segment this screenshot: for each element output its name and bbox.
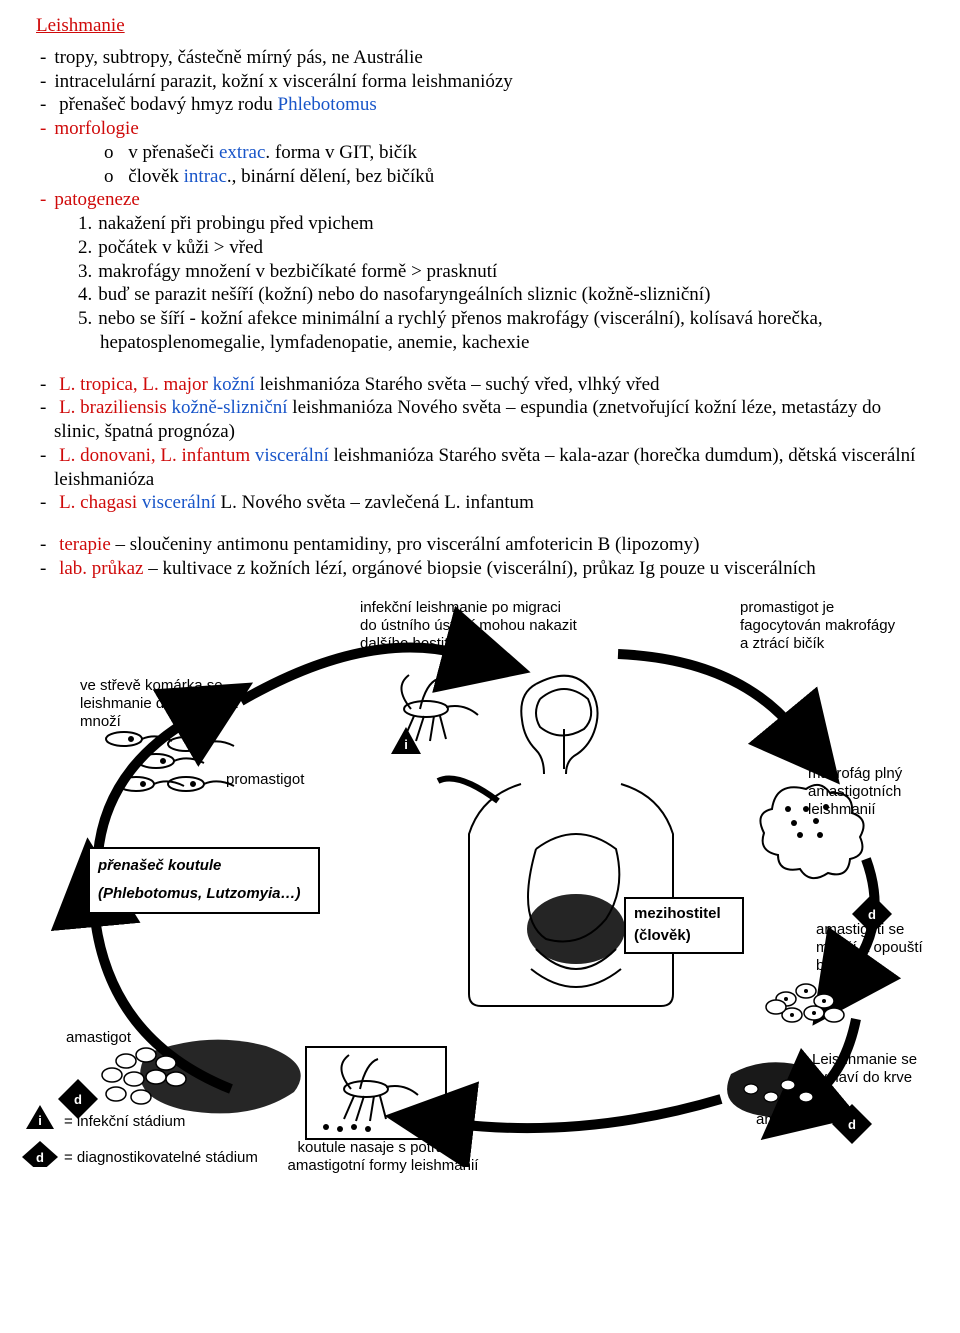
lab-item: lab. průkaz – kultivace z kožních lézí, … <box>36 557 924 581</box>
keyword: extrac <box>219 142 265 163</box>
label-right-3: Leishhmanie se vyplaví do krve <box>812 1051 942 1087</box>
label-promastigot: promastigot <box>226 771 304 789</box>
step-item: makrofágy množení v bezbičíkaté formě > … <box>36 260 924 284</box>
sublist-item: člověk intrac., binární dělení, bez bičí… <box>104 165 924 189</box>
box-vector: přenašeč koutule (Phlebotomus, Lutzomyia… <box>88 847 320 914</box>
sublist-morfologie: v přenašeči extrac. forma v GIT, bičík č… <box>36 141 924 189</box>
label-left: ve střevě komárka se leishmanie diferenc… <box>80 677 260 731</box>
therapy-lab-list: terapie – sloučeniny antimonu pentamidin… <box>36 533 924 581</box>
text: ., binární dělení, bez bičíků <box>227 166 434 187</box>
species-item: L. chagasi viscerální L. Nového světa – … <box>36 491 924 515</box>
desc: leishmanióza Starého světa – suchý vřed,… <box>255 374 660 395</box>
text: v přenašeči <box>128 142 219 163</box>
form: kožní <box>208 374 255 395</box>
svg-text:d: d <box>36 1150 44 1165</box>
label-top-center: infekční leishmanie po migraci do ústníh… <box>360 599 580 653</box>
lab-text: – kultivace z kožních lézí, orgánové bio… <box>143 558 815 579</box>
species-list: L. tropica, L. major kožní leishmanióza … <box>36 373 924 516</box>
species-name: L. donovani, L. infantum <box>59 445 250 466</box>
svg-text:d: d <box>868 907 876 922</box>
label-right-2: amastigoti se množí a opouští buňku <box>816 921 936 975</box>
species-item: L. tropica, L. major kožní leishmanióza … <box>36 373 924 397</box>
lab-key: lab. průkaz <box>59 558 143 579</box>
label-right-1: makrofág plný amastigotních leishmanií <box>808 765 938 819</box>
box-vector-line1: přenašeč koutule <box>98 855 310 878</box>
legend-i: = infekční stádium <box>64 1111 185 1134</box>
label-amastigot: amastigot <box>66 1029 131 1047</box>
form: viscerální <box>137 492 216 513</box>
legend-d: = diagnostikovatelné stádium <box>64 1147 258 1170</box>
bullet-item: intracelulární parazit, kožní x viscerál… <box>36 70 924 94</box>
text: člověk <box>128 166 183 187</box>
step-item: nakažení při probingu před vpichem <box>36 212 924 236</box>
species-name: L. chagasi <box>59 492 137 513</box>
species-item: L. donovani, L. infantum viscerální leis… <box>36 444 924 492</box>
therapy-item: terapie – sloučeniny antimonu pentamidin… <box>36 533 924 557</box>
sublist-item: v přenašeči extrac. forma v GIT, bičík <box>104 141 924 165</box>
form: viscerální <box>250 445 329 466</box>
svg-text:d: d <box>848 1117 856 1132</box>
bullet-item: tropy, subtropy, částečně mírný pás, ne … <box>36 46 924 70</box>
species-name: L. tropica, L. major <box>59 374 208 395</box>
numbered-steps: nakažení při probingu před vpichem počát… <box>36 212 924 355</box>
therapy-text: – sloučeniny antimonu pentamidiny, pro v… <box>111 534 700 555</box>
step-item: nebo se šíří - kožní afekce minimální a … <box>36 307 924 355</box>
box-host-line1: mezihostitel <box>634 903 734 926</box>
form: kožně-slizniční <box>167 397 288 418</box>
bullet-morfologie: morfologie <box>36 117 924 141</box>
svg-text:d: d <box>74 1092 82 1107</box>
keyword: intrac <box>184 166 227 187</box>
desc: L. Nového světa – zavlečená L. infantum <box>216 492 534 513</box>
species-item: L. braziliensis kožně-slizniční leishman… <box>36 396 924 444</box>
bullet-list-1: tropy, subtropy, částečně mírný pás, ne … <box>36 46 924 141</box>
lifecycle-diagram: i <box>16 599 946 1167</box>
therapy-key: terapie <box>59 534 111 555</box>
bullet-item-vector: přenašeč bodavý hmyz rodu Phlebotomus <box>36 93 924 117</box>
text: . forma v GIT, bičík <box>265 142 417 163</box>
box-vector-line2: (Phlebotomus, Lutzomyia…) <box>98 883 310 906</box>
page-title: Leishmanie <box>36 14 924 38</box>
document-page: Leishmanie tropy, subtropy, částečně mír… <box>0 0 960 1187</box>
bullet-patogeneze: patogeneze <box>36 188 924 212</box>
box-host: mezihostitel (člověk) <box>624 897 744 954</box>
caption-bottom: koutule nasaje s potravou amastigotní fo… <box>278 1139 488 1175</box>
text: přenašeč bodavý hmyz rodu <box>59 94 277 115</box>
bullet-list-pathogeneze: patogeneze <box>36 188 924 212</box>
step-item: buď se parazit nešíří (kožní) nebo do na… <box>36 283 924 307</box>
box-host-line2: (člověk) <box>634 925 734 948</box>
label-top-right: promastigot je fagocytován makrofágy a z… <box>740 599 900 653</box>
vector-genus: Phlebotomus <box>278 94 377 115</box>
svg-text:i: i <box>38 1113 42 1128</box>
step-item: počátek v kůži > vřed <box>36 236 924 260</box>
label-amastigot-r: amastigot <box>756 1111 821 1129</box>
species-name: L. braziliensis <box>59 397 167 418</box>
